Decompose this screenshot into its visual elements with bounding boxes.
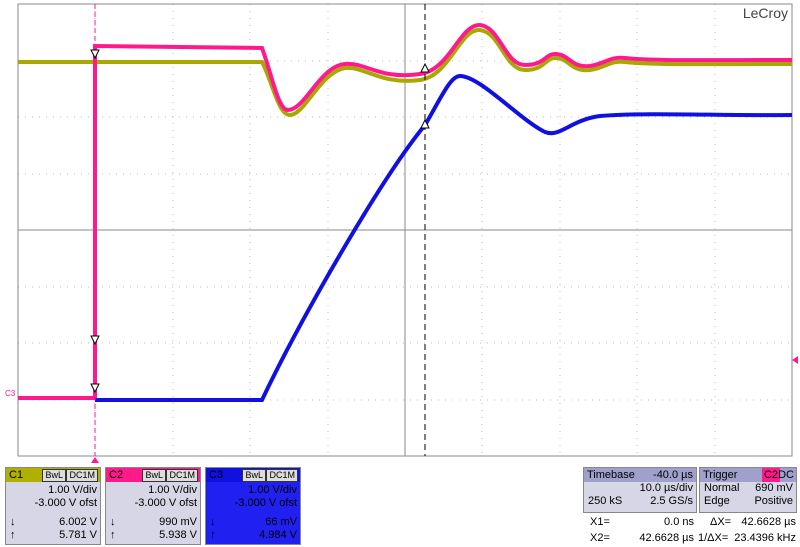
trigger-type: Edge — [704, 495, 730, 507]
channel-box[interactable]: C2 BwL DC1M 1.00 V/div -3.000 V ofst ↓ 990 mV ↑… — [105, 467, 201, 545]
up-value: 5.781 V — [59, 529, 97, 541]
up-arrow: ↑ — [10, 529, 16, 541]
timebase-samples: 250 kS — [588, 495, 623, 507]
timebase-rate: 2.5 GS/s — [650, 495, 693, 507]
trace-c2 — [18, 22, 793, 400]
up-value: 4.984 V — [259, 529, 297, 541]
inv-dx-value: 23.4396 kHz — [734, 532, 796, 544]
x2-value: 42.6628 µs — [639, 532, 694, 544]
x1-value: 0.0 ns — [664, 516, 694, 528]
volts-per-div: 1.00 V/div — [148, 484, 197, 496]
coupling-tag: DC1M — [66, 469, 98, 482]
trace-c1 — [18, 28, 793, 118]
bw-tag: BwL — [42, 469, 66, 482]
dx-value: 42.6628 µs — [741, 516, 796, 528]
volts-per-div: 1.00 V/div — [248, 484, 297, 496]
inv-dx-label: 1/ΔX= — [698, 532, 729, 544]
bw-tag: BwL — [142, 469, 166, 482]
channel-box[interactable]: C3 BwL DC1M 1.00 V/div -3.000 V ofst ↓ 66 mV ↑ 4… — [205, 467, 301, 545]
trigger-level-marker — [792, 356, 798, 364]
channel-box[interactable]: C1 BwL DC1M 1.00 V/div -3.000 V ofst ↓ 6.002 V… — [5, 467, 101, 545]
volts-per-div: 1.00 V/div — [48, 484, 97, 496]
channel-name: C1 — [9, 469, 24, 481]
trigger-delay-marker — [91, 457, 99, 463]
timebase-label: Timebase — [587, 469, 635, 481]
down-value: 990 mV — [159, 516, 197, 528]
down-value: 66 mV — [265, 516, 297, 528]
trigger-coupling: DC — [778, 469, 794, 481]
up-arrow: ↑ — [210, 529, 216, 541]
trace-c3 — [95, 73, 793, 402]
trigger-source: C2 — [761, 468, 780, 482]
timebase-delay: -40.0 µs — [653, 469, 693, 481]
x1-label: X1= — [590, 516, 610, 528]
timebase-box[interactable]: Timebase -40.0 µs 10.0 µs/div 250 kS 2.5 G… — [583, 467, 697, 513]
down-arrow: ↓ — [110, 516, 116, 528]
cursor-arrows — [90, 49, 430, 394]
down-arrow: ↓ — [210, 516, 216, 528]
offset: -3.000 V ofst — [234, 497, 297, 509]
trigger-label: Trigger — [703, 469, 738, 481]
channel-name: C3 — [209, 469, 224, 481]
trigger-box[interactable]: Trigger C2 DC Normal 690 mV Edge Positive — [699, 467, 797, 513]
coupling-tag: DC1M — [166, 469, 198, 482]
trigger-slope: Positive — [754, 495, 793, 507]
trigger-mode: Normal — [704, 482, 740, 494]
down-value: 6.002 V — [59, 516, 97, 528]
waveform-display: C3 LeCroy — [5, 3, 798, 463]
up-arrow: ↑ — [110, 529, 116, 541]
trigger-level: 690 mV — [755, 482, 793, 494]
offset: -3.000 V ofst — [34, 497, 97, 509]
coupling-tag: DC1M — [266, 469, 298, 482]
up-value: 5.938 V — [159, 529, 197, 541]
brand: LeCroy — [743, 5, 788, 21]
x2-label: X2= — [590, 532, 610, 544]
grid-axes — [17, 3, 793, 457]
trace-label: C3 — [5, 389, 16, 398]
timebase-tdiv: 10.0 µs/div — [639, 482, 693, 494]
channel-name: C2 — [109, 469, 124, 481]
offset: -3.000 V ofst — [134, 497, 197, 509]
bw-tag: BwL — [242, 469, 266, 482]
down-arrow: ↓ — [10, 516, 16, 528]
dx-label: ΔX= — [710, 516, 732, 528]
